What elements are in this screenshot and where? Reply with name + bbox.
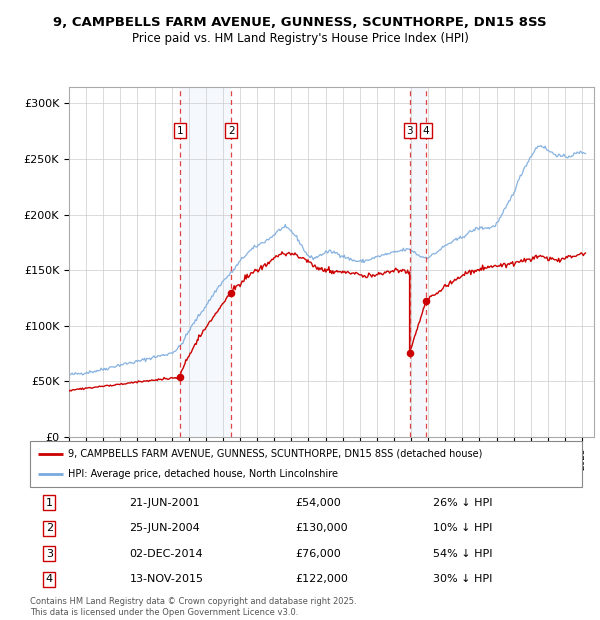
Text: 54% ↓ HPI: 54% ↓ HPI [433,549,493,559]
Point [175,372,184,382]
Text: 26% ↓ HPI: 26% ↓ HPI [433,498,493,508]
Text: 2: 2 [228,126,235,136]
Bar [410,87,426,437]
Text: 3: 3 [46,549,53,559]
Text: £76,000: £76,000 [295,549,341,559]
Text: 21-JUN-2001: 21-JUN-2001 [130,498,200,508]
Text: 1: 1 [176,126,183,136]
Text: 4: 4 [46,574,53,584]
Text: Price paid vs. HM Land Registry's House Price Index (HPI): Price paid vs. HM Land Registry's House … [131,32,469,45]
Point [421,296,431,306]
Text: 02-DEC-2014: 02-DEC-2014 [130,549,203,559]
Text: 1: 1 [46,498,53,508]
Bar [179,87,231,437]
Text: 9, CAMPBELLS FARM AVENUE, GUNNESS, SCUNTHORPE, DN15 8SS: 9, CAMPBELLS FARM AVENUE, GUNNESS, SCUNT… [53,16,547,29]
Text: £54,000: £54,000 [295,498,341,508]
Text: 13-NOV-2015: 13-NOV-2015 [130,574,203,584]
Text: HPI: Average price, detached house, North Lincolnshire: HPI: Average price, detached house, Nort… [68,469,338,479]
Text: £130,000: £130,000 [295,523,347,533]
Text: £122,000: £122,000 [295,574,348,584]
Text: 4: 4 [422,126,429,136]
Point [405,348,415,358]
Text: 3: 3 [406,126,413,136]
Text: 10% ↓ HPI: 10% ↓ HPI [433,523,493,533]
Text: 25-JUN-2004: 25-JUN-2004 [130,523,200,533]
Text: Contains HM Land Registry data © Crown copyright and database right 2025.
This d: Contains HM Land Registry data © Crown c… [30,598,356,617]
Text: 2: 2 [46,523,53,533]
Text: 30% ↓ HPI: 30% ↓ HPI [433,574,493,584]
Text: 9, CAMPBELLS FARM AVENUE, GUNNESS, SCUNTHORPE, DN15 8SS (detached house): 9, CAMPBELLS FARM AVENUE, GUNNESS, SCUNT… [68,449,482,459]
Point [226,288,236,298]
